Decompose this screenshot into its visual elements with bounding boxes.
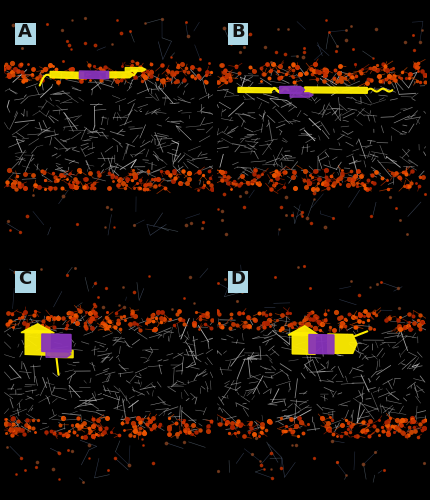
Polygon shape xyxy=(25,330,50,355)
Polygon shape xyxy=(46,351,71,358)
Polygon shape xyxy=(328,334,357,353)
FancyBboxPatch shape xyxy=(15,23,36,45)
Polygon shape xyxy=(305,87,367,94)
Polygon shape xyxy=(21,324,54,333)
FancyBboxPatch shape xyxy=(227,270,249,292)
Polygon shape xyxy=(292,332,315,354)
Text: A: A xyxy=(18,22,32,40)
Polygon shape xyxy=(288,326,319,336)
Polygon shape xyxy=(125,68,146,71)
Polygon shape xyxy=(309,334,334,354)
FancyBboxPatch shape xyxy=(15,270,36,292)
Polygon shape xyxy=(107,72,134,78)
Polygon shape xyxy=(42,334,71,352)
Text: B: B xyxy=(231,22,245,40)
Polygon shape xyxy=(280,86,305,94)
FancyBboxPatch shape xyxy=(227,23,249,45)
Polygon shape xyxy=(50,350,73,358)
Polygon shape xyxy=(50,72,83,78)
Text: C: C xyxy=(18,270,32,288)
Polygon shape xyxy=(290,93,313,97)
Polygon shape xyxy=(238,88,271,93)
Polygon shape xyxy=(80,71,108,78)
Text: D: D xyxy=(230,270,246,288)
